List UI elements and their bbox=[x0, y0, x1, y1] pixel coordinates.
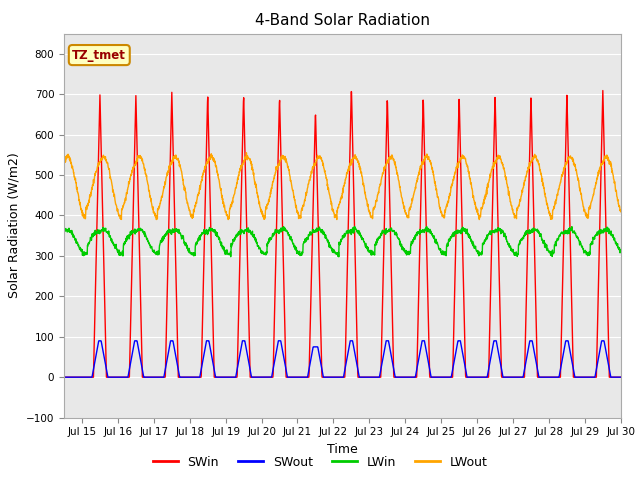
SWin bbox=[599, 88, 607, 94]
SWin bbox=[531, 276, 539, 282]
LWout bbox=[346, 163, 354, 168]
SWout bbox=[346, 340, 354, 346]
LWout bbox=[426, 158, 434, 164]
LWin bbox=[532, 227, 540, 232]
LWout bbox=[410, 194, 417, 200]
SWout bbox=[617, 374, 625, 380]
SWout bbox=[598, 338, 605, 344]
LWout bbox=[60, 161, 68, 167]
LWin bbox=[598, 229, 605, 235]
LWout bbox=[243, 150, 250, 156]
LWin bbox=[409, 237, 417, 242]
Line: LWin: LWin bbox=[64, 227, 621, 257]
Text: TZ_tmet: TZ_tmet bbox=[72, 48, 126, 61]
SWin bbox=[346, 168, 353, 173]
LWout bbox=[598, 162, 605, 168]
Line: SWin: SWin bbox=[64, 91, 621, 377]
SWin bbox=[93, 233, 100, 239]
LWout bbox=[152, 216, 160, 222]
SWout bbox=[95, 338, 103, 344]
SWin bbox=[598, 154, 605, 160]
LWin bbox=[60, 228, 68, 234]
LWin bbox=[93, 229, 100, 235]
Legend: SWin, SWout, LWin, LWout: SWin, SWout, LWin, LWout bbox=[147, 451, 493, 474]
Line: SWout: SWout bbox=[64, 341, 621, 377]
SWin bbox=[617, 374, 625, 380]
SWout bbox=[60, 374, 68, 380]
LWin bbox=[346, 228, 354, 234]
Title: 4-Band Solar Radiation: 4-Band Solar Radiation bbox=[255, 13, 430, 28]
LWout bbox=[532, 153, 540, 159]
SWout bbox=[409, 374, 417, 380]
SWout bbox=[532, 356, 540, 361]
SWin bbox=[426, 372, 433, 377]
LWin bbox=[423, 224, 431, 229]
SWin bbox=[60, 374, 68, 380]
Y-axis label: Solar Radiation (W/m2): Solar Radiation (W/m2) bbox=[7, 153, 20, 299]
LWin bbox=[335, 254, 342, 260]
X-axis label: Time: Time bbox=[327, 443, 358, 456]
Line: LWout: LWout bbox=[64, 153, 621, 219]
LWout bbox=[617, 209, 625, 215]
LWin bbox=[426, 228, 434, 234]
LWin bbox=[617, 248, 625, 253]
LWout bbox=[93, 168, 100, 174]
SWin bbox=[409, 374, 417, 380]
SWout bbox=[93, 349, 100, 355]
SWout bbox=[426, 368, 434, 373]
